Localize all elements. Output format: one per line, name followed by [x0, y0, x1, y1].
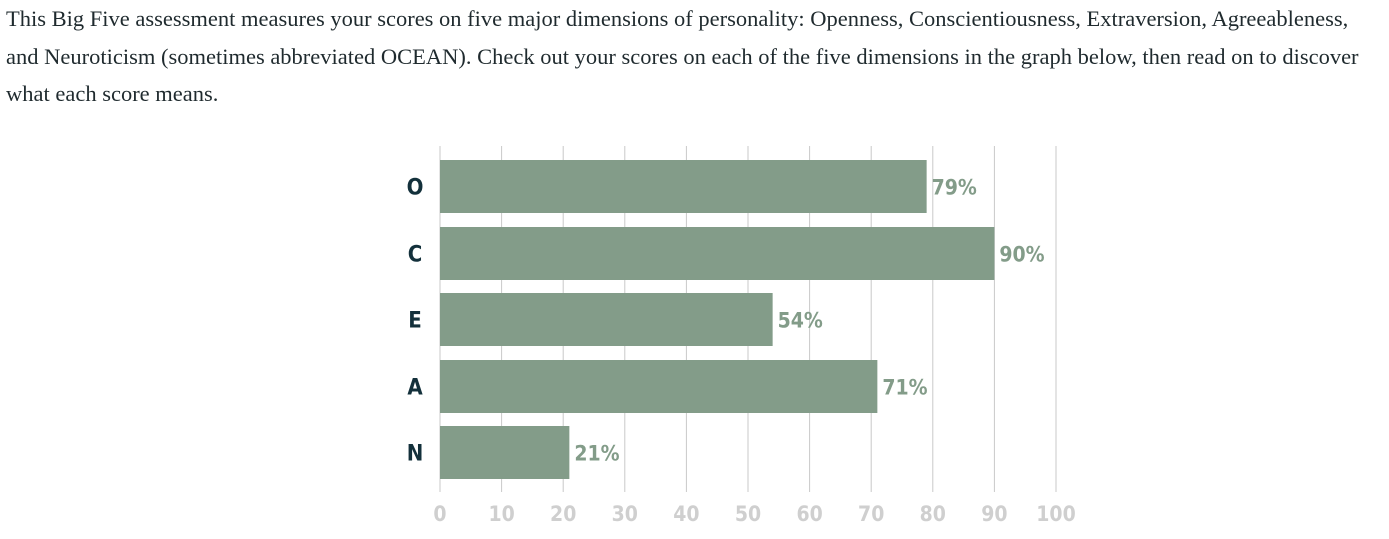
x-tick-label: 90: [981, 502, 1007, 526]
value-label-o: 79%: [932, 176, 977, 200]
x-tick-label: 80: [920, 502, 946, 526]
category-label-e: E: [408, 309, 422, 334]
labels: 0 10 20 30 40 50 60 70 80 90 100 O 79% C 90% E 54% A 71% N 2…: [407, 176, 1076, 527]
x-tick-label: 50: [735, 502, 761, 526]
category-label-o: O: [407, 176, 424, 201]
x-tick-label: 60: [796, 502, 822, 526]
category-label-n: N: [407, 442, 424, 467]
value-label-a: 71%: [882, 376, 927, 400]
bar-e: [440, 293, 773, 346]
category-label-a: A: [407, 376, 423, 401]
bar-a: [440, 360, 878, 413]
x-tick-label: 20: [550, 502, 576, 526]
value-label-n: 21%: [574, 442, 619, 466]
bar-c: [440, 227, 995, 280]
bar-o: [440, 160, 927, 213]
x-tick-label: 70: [858, 502, 884, 526]
value-label-c: 90%: [999, 243, 1044, 267]
x-tick-label: 100: [1036, 502, 1075, 526]
intro-paragraph: This Big Five assessment measures your s…: [6, 6, 1359, 106]
bars: [440, 160, 995, 479]
x-tick-label: 0: [433, 502, 446, 526]
x-tick-label: 30: [612, 502, 638, 526]
x-tick-label: 10: [488, 502, 514, 526]
value-label-e: 54%: [778, 309, 823, 333]
category-label-c: C: [408, 243, 423, 268]
x-tick-label: 40: [673, 502, 699, 526]
bar-n: [440, 426, 570, 479]
